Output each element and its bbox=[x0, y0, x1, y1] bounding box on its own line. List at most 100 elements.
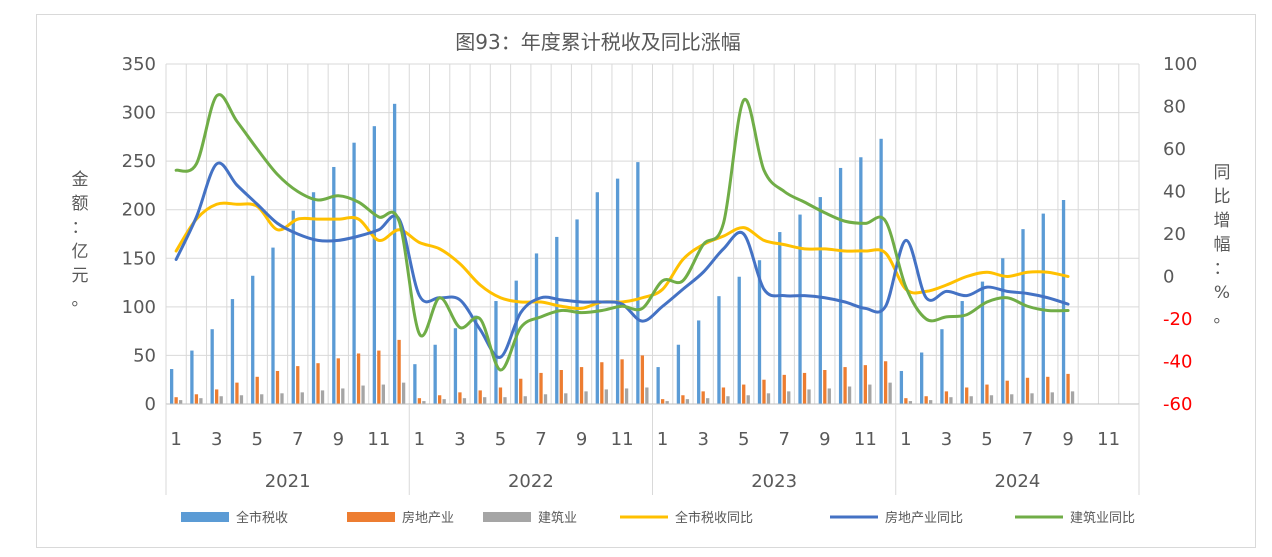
bar-全市税收 bbox=[453, 328, 458, 404]
bar-全市税收 bbox=[879, 138, 883, 405]
axis-title-char: 金 bbox=[72, 170, 89, 190]
year-label: 2021 bbox=[265, 471, 311, 492]
axis-title-char: 额 bbox=[72, 194, 89, 214]
bar-房地产业 bbox=[519, 378, 523, 404]
bar-房地产业 bbox=[965, 387, 969, 404]
bar-建筑业 bbox=[523, 396, 527, 404]
bar-房地产业 bbox=[1046, 376, 1050, 404]
bar-房地产业 bbox=[863, 365, 867, 404]
month-tick-label: 3 bbox=[211, 429, 222, 450]
bar-全市税收 bbox=[514, 280, 518, 404]
bar-建筑业 bbox=[706, 398, 710, 404]
left-tick-label: 300 bbox=[122, 103, 156, 124]
month-tick-label: 11 bbox=[1097, 429, 1120, 450]
bar-全市税收 bbox=[311, 192, 316, 404]
bar-房地产业 bbox=[1025, 377, 1030, 404]
bar-建筑业 bbox=[624, 388, 629, 404]
bar-全市税收 bbox=[352, 142, 356, 404]
left-tick-label: 0 bbox=[145, 394, 156, 415]
gridlines bbox=[165, 63, 1140, 405]
bar-建筑业 bbox=[787, 391, 791, 404]
bar-房地产业 bbox=[600, 362, 604, 404]
left-tick-label: 250 bbox=[122, 151, 156, 172]
right-tick-label: -60 bbox=[1163, 394, 1192, 415]
bar-建筑业 bbox=[847, 386, 852, 404]
month-tick-label: 3 bbox=[941, 429, 952, 450]
bar-建筑业 bbox=[178, 400, 183, 404]
bar-房地产业 bbox=[1066, 373, 1070, 404]
bar-全市税收 bbox=[595, 192, 599, 404]
axis-title-char: 比 bbox=[1214, 187, 1231, 207]
legend-swatch bbox=[347, 512, 395, 522]
bar-建筑业 bbox=[1050, 392, 1054, 404]
axis-title-char: % bbox=[1214, 283, 1230, 303]
month-tick-label: 5 bbox=[738, 429, 749, 450]
bar-房地产业 bbox=[316, 363, 320, 404]
bar-建筑业 bbox=[685, 399, 690, 404]
year-label: 2024 bbox=[994, 471, 1040, 492]
right-tick-label: 20 bbox=[1163, 224, 1186, 245]
bar-建筑业 bbox=[381, 384, 385, 404]
bar-建筑业 bbox=[462, 398, 467, 404]
bar-全市税收 bbox=[413, 364, 417, 404]
bar-全市税收 bbox=[271, 247, 275, 404]
axis-title-char: 同 bbox=[1214, 163, 1231, 183]
legend-item: 全市税收 bbox=[181, 510, 288, 526]
bar-房地产业 bbox=[701, 391, 705, 404]
bar-全市税收 bbox=[798, 214, 802, 404]
month-tick-label: 3 bbox=[454, 429, 465, 450]
year-label: 2022 bbox=[508, 471, 554, 492]
bar-全市税收 bbox=[332, 166, 336, 404]
right-tick-label: 0 bbox=[1163, 267, 1174, 288]
bar-建筑业 bbox=[746, 395, 750, 404]
bar-全市税收 bbox=[534, 253, 539, 404]
bar-全市税收 bbox=[474, 315, 478, 404]
bar-建筑业 bbox=[483, 397, 487, 404]
bar-全市税收 bbox=[676, 344, 681, 404]
axis-title-char: 。 bbox=[72, 290, 89, 310]
bar-建筑业 bbox=[564, 393, 568, 404]
bar-全市税收 bbox=[656, 367, 660, 404]
bar-全市税收 bbox=[737, 276, 741, 404]
bar-建筑业 bbox=[1010, 394, 1014, 404]
month-tick-label: 11 bbox=[367, 429, 390, 450]
bar-全市税收 bbox=[251, 275, 255, 404]
bar-建筑业 bbox=[442, 399, 446, 404]
legend-label: 全市税收 bbox=[236, 510, 288, 526]
bar-房地产业 bbox=[924, 396, 928, 404]
bar-建筑业 bbox=[503, 397, 507, 404]
bar-建筑业 bbox=[280, 393, 284, 404]
month-tick-label: 7 bbox=[292, 429, 303, 450]
bar-全市税收 bbox=[169, 369, 174, 404]
bar-建筑业 bbox=[584, 391, 588, 404]
bar-房地产业 bbox=[559, 370, 563, 404]
left-tick-label: 100 bbox=[122, 297, 156, 318]
legend-item: 全市税收同比 bbox=[620, 510, 753, 526]
chart-title: 图93：年度累计税收及同比涨幅 bbox=[455, 30, 740, 54]
axis-title-char: 元 bbox=[72, 266, 89, 286]
left-tick-label: 50 bbox=[133, 345, 156, 366]
month-tick-label: 9 bbox=[1062, 429, 1073, 450]
month-tick-label: 9 bbox=[819, 429, 830, 450]
right-tick-label: 100 bbox=[1163, 54, 1197, 75]
bar-全市税收 bbox=[920, 352, 924, 404]
right-tick-label: -20 bbox=[1163, 309, 1192, 330]
bar-房地产业 bbox=[174, 397, 178, 404]
bar-建筑业 bbox=[929, 400, 933, 404]
bar-房地产业 bbox=[883, 361, 888, 404]
line-全市税收同比 bbox=[174, 201, 1070, 311]
bar-全市税收 bbox=[940, 329, 944, 404]
bar-全市税收 bbox=[778, 232, 782, 404]
bar-房地产业 bbox=[397, 339, 401, 404]
axis-title-char: 幅 bbox=[1214, 235, 1231, 255]
bar-建筑业 bbox=[422, 401, 426, 404]
line-房地产业同比 bbox=[174, 161, 1070, 359]
bar-房地产业 bbox=[539, 372, 543, 404]
bar-全市税收 bbox=[636, 162, 640, 404]
bar-建筑业 bbox=[726, 396, 730, 404]
month-tick-label: 1 bbox=[900, 429, 911, 450]
bar-房地产业 bbox=[620, 359, 624, 404]
left-axis-title: 金额 ： 亿元。 bbox=[72, 170, 89, 310]
right-tick-label: -40 bbox=[1163, 352, 1192, 373]
bar-全市税收 bbox=[230, 299, 235, 404]
